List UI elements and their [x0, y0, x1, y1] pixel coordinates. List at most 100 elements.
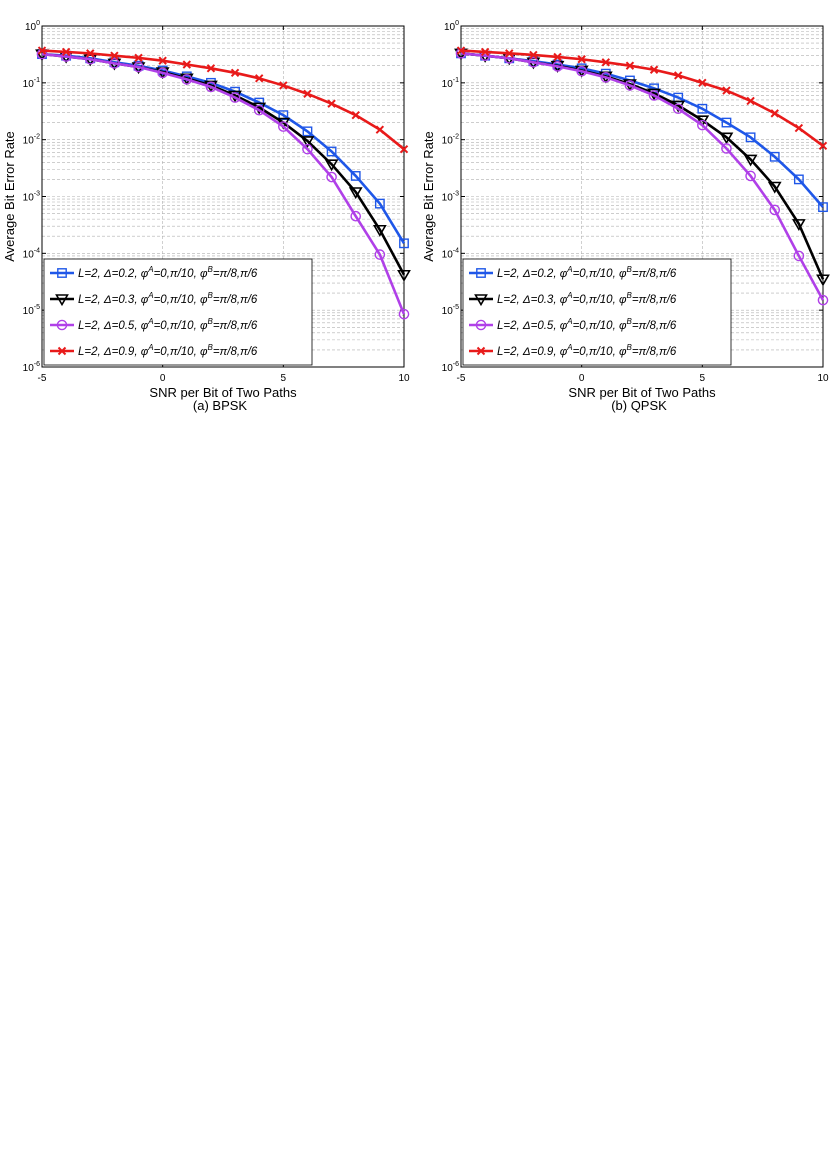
legend-label: L=2, Δ=0.5, φA=0,π/10, φB=π/8,π/6	[78, 317, 258, 332]
data-point	[205, 81, 217, 93]
data-point	[505, 49, 514, 58]
data-point	[553, 52, 562, 62]
legend-box	[462, 258, 732, 366]
y-axis-label: Average Bit Error Rate	[2, 131, 17, 262]
data-point	[624, 80, 636, 91]
series-line	[41, 52, 406, 315]
data-point	[157, 67, 168, 79]
data-point	[770, 109, 779, 118]
legend-label: L=2, Δ=0.2, φA=0,π/10, φB=π/8,π/6	[497, 265, 677, 280]
data-point	[254, 74, 264, 83]
legend-label: L=2, Δ=0.2, φA=0,π/10, φB=π/8,π/6	[78, 265, 258, 280]
legend-marker	[475, 319, 487, 331]
legend-marker	[55, 294, 69, 307]
y-tick-label: 10-5	[23, 304, 40, 317]
x-tick-label: 0	[160, 373, 166, 384]
legend-label: L=2, Δ=0.3, φA=0,π/10, φB=π/8,π/6	[497, 291, 677, 306]
data-point	[253, 104, 265, 116]
data-point	[552, 61, 563, 72]
y-tick-label: 10-3	[442, 191, 459, 204]
y-tick-label: 10-2	[23, 134, 40, 147]
series-purple	[455, 48, 829, 306]
data-point	[278, 121, 289, 132]
series-line	[41, 49, 405, 151]
legend-marker	[476, 346, 486, 356]
y-tick-label: 10-6	[442, 361, 459, 374]
legend-marker	[474, 294, 488, 307]
data-point	[743, 154, 758, 167]
data-point	[374, 249, 386, 260]
y-tick-label: 100	[25, 20, 40, 33]
data-point	[769, 204, 781, 216]
x-axis-label: SNR per Bit of Two Paths	[149, 385, 297, 400]
legend-marker	[56, 319, 68, 331]
x-tick-label: 10	[817, 373, 829, 384]
data-point	[348, 187, 363, 200]
data-point	[374, 198, 385, 209]
series-red	[456, 46, 828, 151]
data-point	[399, 144, 409, 154]
bpsk-panel: -5 0 5 10 100 10-1 10-2 10-3 10-4 10-5 10-6 SNR per…	[2, 20, 411, 400]
series-line	[460, 52, 825, 301]
data-point	[698, 78, 707, 88]
data-point	[793, 174, 804, 185]
data-point	[673, 71, 683, 80]
data-point	[302, 126, 313, 137]
data-point	[769, 151, 780, 162]
data-point	[721, 117, 732, 128]
x-tick-label: -5	[457, 373, 466, 384]
data-point	[529, 50, 538, 60]
data-point	[37, 46, 47, 55]
legend-label: L=2, Δ=0.9, φA=0,π/10, φB=π/8,π/6	[78, 343, 258, 358]
y-tick-label: 100	[444, 20, 459, 33]
data-point	[648, 90, 660, 101]
data-point	[697, 119, 708, 131]
data-point	[577, 55, 586, 64]
x-tick-label: 5	[700, 373, 706, 384]
data-point	[327, 99, 336, 108]
data-point	[672, 103, 684, 115]
data-point	[794, 123, 804, 133]
data-point	[158, 56, 167, 65]
series-line	[460, 49, 824, 147]
data-point	[61, 47, 71, 57]
data-point	[480, 47, 490, 57]
qpsk-panel: -5 0 5 10 100 10-1 10-2 10-3 10-4 10-5 10-6 SNR per…	[421, 20, 830, 400]
y-tick-label: 10-6	[23, 361, 40, 374]
data-point	[230, 68, 240, 78]
data-point	[745, 170, 756, 182]
data-point	[375, 125, 385, 134]
x-tick-label: -5	[38, 373, 47, 384]
data-point	[300, 136, 315, 149]
data-point	[721, 143, 732, 154]
data-point	[576, 65, 587, 77]
data-point	[722, 86, 731, 95]
data-point	[791, 219, 806, 231]
data-point	[745, 132, 756, 143]
data-point	[528, 56, 539, 68]
data-point	[719, 132, 734, 145]
data-point	[625, 61, 635, 70]
data-point	[600, 72, 612, 83]
data-point	[818, 141, 828, 151]
legend-box	[43, 258, 313, 366]
y-tick-label: 10-1	[442, 77, 459, 90]
y-tick-label: 10-4	[442, 247, 459, 260]
x-tick-label: 0	[579, 373, 585, 384]
data-point	[350, 210, 362, 222]
data-point	[746, 96, 755, 106]
data-point	[697, 103, 708, 114]
data-point	[601, 58, 611, 67]
y-tick-label: 10-2	[442, 134, 459, 147]
legend-label: L=2, Δ=0.5, φA=0,π/10, φB=π/8,π/6	[497, 317, 677, 332]
data-point	[86, 49, 95, 58]
data-point	[326, 146, 337, 157]
data-point	[303, 89, 312, 99]
legend: L=2, Δ=0.2, φA=0,π/10, φB=π/8,π/6 L=2, Δ=…	[462, 258, 732, 366]
data-point	[229, 92, 241, 103]
qpsk-caption: (b) QPSK	[611, 398, 667, 413]
data-point	[399, 238, 409, 249]
data-point	[649, 65, 659, 74]
x-tick-label: 10	[398, 373, 410, 384]
